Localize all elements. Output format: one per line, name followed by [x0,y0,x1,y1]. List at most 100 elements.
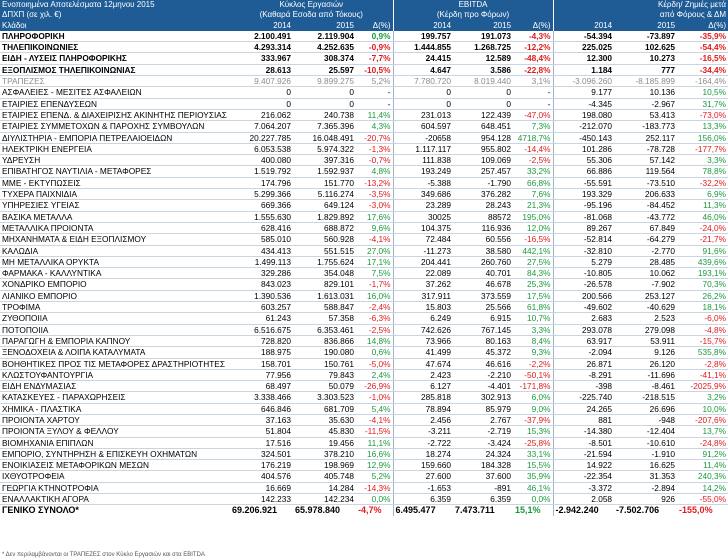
profit-2015: -8.185.899 [614,75,678,88]
profit-change: 31,7% [677,98,728,110]
sales-change: 5,4% [356,403,394,415]
profit-2014: 9.177 [552,86,615,99]
profit-2015: 28.485 [614,256,678,269]
profit-2015: -73.897 [614,30,678,43]
sales-2015: 25.597 [293,64,356,77]
ebitda-2015: -2.719 [453,425,514,438]
sales-2014: 174.796 [230,177,293,190]
profit-change: 70,3% [677,278,728,291]
header-row-2: ΔΠΧΠ (σε χιλ. €) (Καθαρά Εσοδα από Τόκου… [0,10,728,21]
sales-2014: 333.967 [230,52,293,65]
table-row: ΥΔΡΕΥΣΗ 400.080 397.316 -0,7% 111.838 10… [0,154,728,167]
sales-2015: 1.592.937 [293,165,356,178]
sales-change: 11,1% [356,437,394,449]
sales-2014: 20.227.785 [230,132,293,144]
table-row: ΠΟΤΟΠΟΙΙΑ 6.516.675 6.353.461 -2,5% 742.… [0,324,728,336]
ebitda-2015: 80.163 [453,335,514,348]
sales-2014: 51.804 [230,425,293,438]
profit-2014: -8.501 [552,437,615,449]
sales-2014: 142.233 [230,493,293,506]
profit-2014: -3.096.260 [552,75,615,88]
profit-2014: -8.291 [552,369,615,382]
ebitda-2014: 231.013 [392,109,454,122]
sector-name: ΓΕΩΡΓΙΑ ΚΤΗΝΟΤΡΟΦΙΑ [0,482,230,495]
profit-change: 10,5% [677,86,728,99]
profit-2015: 53.413 [614,109,678,122]
sales-2014: 1.555.630 [230,211,293,223]
sector-name: ΚΑΛΩΔΙΑ [0,245,230,257]
profit-2014: -95.196 [552,199,615,212]
profit-2014: -21.594 [552,448,615,461]
ebitda-change: 442,1% [513,245,554,257]
profit-change: -32,2% [677,177,728,190]
profit-group-subtitle: από Φόρους & ΔΜ [552,10,728,21]
sales-change: 9,6% [356,222,394,235]
profit-change: -35,9% [677,30,728,43]
ebitda-change: -2,5% [513,154,554,167]
report-title: Ενοποιημένα Αποτελέσματα 12μηνου 2015 [0,0,230,11]
table-row: ΠΛΗΡΟΦΟΡΙΚΗ 2.100.491 2.119.904 0,9% 199… [0,30,728,43]
profit-change: 535,8% [677,346,728,359]
profit-2015: -2.770 [614,245,678,257]
ebitda-2014: 742.626 [392,324,454,336]
total-label: ΓΕΝΙΚΟ ΣΥΝΟΛΟ* [0,504,230,516]
sales-2014: 1.390.536 [230,290,293,303]
sales-change: 5,2% [356,470,394,483]
table-row: ΧΗΜΙΚΑ - ΠΛΑΣΤΙΚΑ 646.846 681.709 5,4% 7… [0,403,728,415]
profit-2015: -183.773 [614,120,678,133]
profit-2015: -1.910 [614,448,678,461]
sales-2014: 329.286 [230,267,293,280]
ebitda-2014: -1.653 [392,482,454,495]
sales-2015: 6.353.461 [293,324,356,336]
sales-change: 27,0% [356,245,394,257]
ebitda-change: 9,0% [513,403,554,415]
sales-change: -2,4% [356,301,394,314]
sales-2014: 6.053.538 [230,143,293,156]
sales-2014: 4.293.314 [230,41,293,54]
ebitda-group-title: EBITDA [392,0,554,11]
sector-name: ΕΠΙΒΑΤΗΓΟΣ ΝΑΥΤΙΛΙΑ - ΜΕΤΑΦΟΡΕΣ [0,165,230,178]
sales-2014: 28.613 [230,64,293,77]
ebitda-2015: 260.760 [453,256,514,269]
ebitda-2014: 0 [392,98,454,110]
profit-2015: -12.404 [614,425,678,438]
ebitda-2014: 1.444.855 [392,41,454,54]
sales-2015: 35.630 [293,414,356,427]
profit-change: 439,6% [677,256,728,269]
sales-change: -0,9% [356,41,394,54]
profit-2014: 200.566 [552,290,615,303]
profit-change: 78,8% [677,165,728,178]
ebitda-2015: 24.324 [453,448,514,461]
profit-2015: -11.696 [614,369,678,382]
sales-2015: 3.303.523 [293,391,356,404]
table-row: ΔΙΥΛΙΣΤΗΡΙΑ - ΕΜΠΟΡΙΑ ΠΕΤΡΕΛΑΙΟΕΙΔΩΝ 20.… [0,132,728,144]
sales-2015: 405.748 [293,470,356,483]
sales-change: 0,9% [356,30,394,43]
ebitda-change: -47,0% [513,109,554,122]
profit-2014: 89.267 [552,222,615,235]
table-row: ΜΗ ΜΕΤΑΛΛΙΚΑ ΟΡΥΚΤΑ 1.499.113 1.755.624 … [0,256,728,269]
ebitda-2014: 27.600 [392,470,454,483]
ebitda-2015: 85.979 [453,403,514,415]
profit-2015: 26.120 [614,358,678,370]
sales-2015: 378.210 [293,448,356,461]
ebitda-2015: 88572 [453,211,514,223]
profit-2014: 5.279 [552,256,615,269]
sector-results-table: Ενοποιημένα Αποτελέσματα 12μηνου 2015 Κύ… [0,0,728,516]
sector-name: ΖΥΘΟΠΟΙΙΑ [0,312,230,325]
ebitda-change: -2,2% [513,358,554,370]
sector-name: ΠΡΟΙΟΝΤΑ ΧΑΡΤΟΥ [0,414,230,427]
profit-2015: 119.564 [614,165,678,178]
ebitda-2015: 0 [453,86,514,99]
sales-change: 4,3% [356,120,394,133]
sales-2014: 17.516 [230,437,293,449]
profit-2015: -78.728 [614,143,678,156]
profit-change: 91,2% [677,448,728,461]
sales-change: -4,1% [356,414,394,427]
table-row: ΕΤΑΙΡΙΕΣ ΣΥΜΜΕΤΟΧΩΝ & ΠΑΡΟΧΗΣ ΣΥΜΒΟΥΛΩΝ … [0,120,728,133]
sales-2014: 3.338.466 [230,391,293,404]
ebitda-change: -4,3% [513,30,554,43]
profit-2014: -81.068 [552,211,615,223]
ebitda-2014: 18.274 [392,448,454,461]
profit-2015: 10.136 [614,86,678,99]
